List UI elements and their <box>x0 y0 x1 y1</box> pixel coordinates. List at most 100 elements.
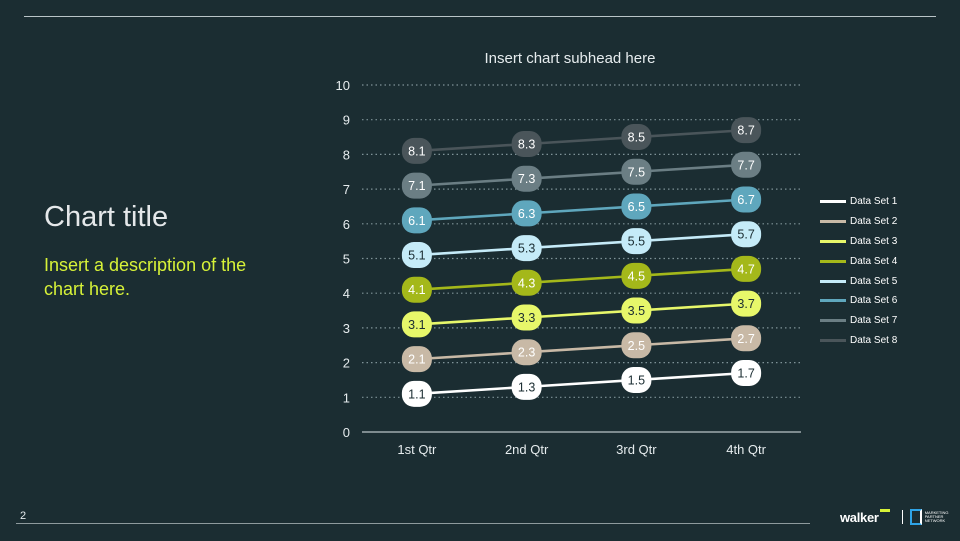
data-point <box>731 325 762 352</box>
data-point <box>511 269 542 296</box>
legend-swatch <box>820 220 846 224</box>
data-point <box>511 165 542 192</box>
data-point <box>731 255 762 282</box>
legend-swatch <box>820 319 846 323</box>
legend-swatch <box>820 200 846 204</box>
data-label: 7.5 <box>628 165 645 179</box>
data-label: 5.7 <box>737 228 754 242</box>
data-point <box>621 228 652 255</box>
data-point <box>401 137 432 164</box>
data-point <box>621 262 652 289</box>
data-point <box>511 130 542 157</box>
data-label: 4.3 <box>518 276 535 290</box>
data-point <box>731 360 762 387</box>
bottom-divider <box>16 523 810 524</box>
chart-description: Insert a description of the chart here. <box>44 255 247 299</box>
chart-title: Chart title <box>44 201 169 233</box>
y-tick-label: 4 <box>343 286 350 301</box>
legend-label: Data Set 3 <box>850 235 898 247</box>
data-point <box>621 193 652 220</box>
legend-item: Data Set 8 <box>820 331 897 351</box>
chart-subhead: Insert chart subhead here <box>484 50 656 67</box>
data-point <box>511 304 542 331</box>
data-point <box>401 172 432 199</box>
data-point <box>511 373 542 400</box>
page-number: 2 <box>20 510 27 522</box>
data-point <box>511 200 542 227</box>
data-label: 3.7 <box>737 297 754 311</box>
data-point <box>401 311 432 338</box>
legend-label: Data Set 1 <box>850 196 898 208</box>
y-tick-label: 0 <box>343 425 350 440</box>
data-point <box>621 332 652 359</box>
legend-label: Data Set 6 <box>850 295 898 307</box>
data-label: 6.1 <box>408 214 425 228</box>
brand-logo: walker MARKETING PARTNER NETWORK <box>840 509 948 525</box>
legend-swatch <box>820 259 846 263</box>
data-label: 1.5 <box>628 373 645 387</box>
data-label: 2.1 <box>408 353 425 367</box>
series-line <box>416 198 747 222</box>
data-label: 8.1 <box>408 144 425 158</box>
data-point <box>511 339 542 366</box>
series-line <box>416 302 747 326</box>
series-line <box>416 371 747 396</box>
data-label: 7.3 <box>518 172 535 186</box>
data-label: 1.7 <box>737 367 754 381</box>
series-line <box>416 267 747 292</box>
brand-mark-icon <box>879 509 890 517</box>
legend-label: Data Set 8 <box>850 334 898 346</box>
legend-item: Data Set 4 <box>820 251 897 271</box>
data-label: 5.3 <box>518 242 535 256</box>
data-point <box>401 346 432 373</box>
y-tick-label: 9 <box>343 113 350 128</box>
data-label: 7.1 <box>408 179 425 193</box>
legend-item: Data Set 1 <box>820 192 897 212</box>
y-tick-label: 8 <box>343 147 350 162</box>
y-tick-label: 10 <box>336 78 350 93</box>
data-label: 3.1 <box>408 318 425 332</box>
data-point <box>401 207 432 234</box>
data-label: 6.7 <box>737 193 754 207</box>
legend-label: Data Set 5 <box>850 275 898 287</box>
data-point <box>401 380 432 407</box>
data-label: 2.5 <box>628 339 645 353</box>
data-point <box>731 290 762 317</box>
data-point <box>731 117 762 144</box>
series-line <box>416 128 747 153</box>
legend-item: Data Set 5 <box>820 271 897 291</box>
y-tick-label: 1 <box>343 390 350 405</box>
data-point <box>511 235 542 262</box>
top-divider <box>24 16 936 17</box>
data-label: 5.5 <box>628 235 645 249</box>
data-label: 2.7 <box>737 332 754 346</box>
data-point <box>621 297 652 324</box>
data-label: 1.3 <box>518 380 535 394</box>
chart-legend: Data Set 1 Data Set 2 Data Set 3 Data Set 4… <box>820 192 897 350</box>
data-label: 5.1 <box>408 249 425 263</box>
legend-swatch <box>820 239 846 243</box>
y-tick-label: 6 <box>343 217 350 232</box>
legend-label: Data Set 4 <box>850 255 898 267</box>
data-label: 4.7 <box>737 262 754 276</box>
brand-name: walker <box>840 509 879 525</box>
x-tick-label: 3rd Qtr <box>616 442 657 457</box>
y-tick-label: 5 <box>343 252 350 267</box>
legend-item: Data Set 3 <box>820 232 897 252</box>
series-line <box>416 163 747 187</box>
data-label: 8.7 <box>737 124 754 138</box>
data-label: 8.3 <box>518 137 535 151</box>
data-point <box>731 186 762 213</box>
data-label: 7.7 <box>737 158 754 172</box>
series-line <box>416 232 747 257</box>
partner-logo-icon <box>909 509 922 525</box>
legend-swatch <box>820 299 846 303</box>
data-label: 3.3 <box>518 311 535 325</box>
x-tick-label: 4th Qtr <box>726 442 766 457</box>
y-tick-label: 2 <box>343 356 350 371</box>
data-label: 6.3 <box>518 207 535 221</box>
brand-separator <box>901 510 903 524</box>
legend-label: Data Set 7 <box>850 315 898 327</box>
series-line <box>416 337 747 361</box>
